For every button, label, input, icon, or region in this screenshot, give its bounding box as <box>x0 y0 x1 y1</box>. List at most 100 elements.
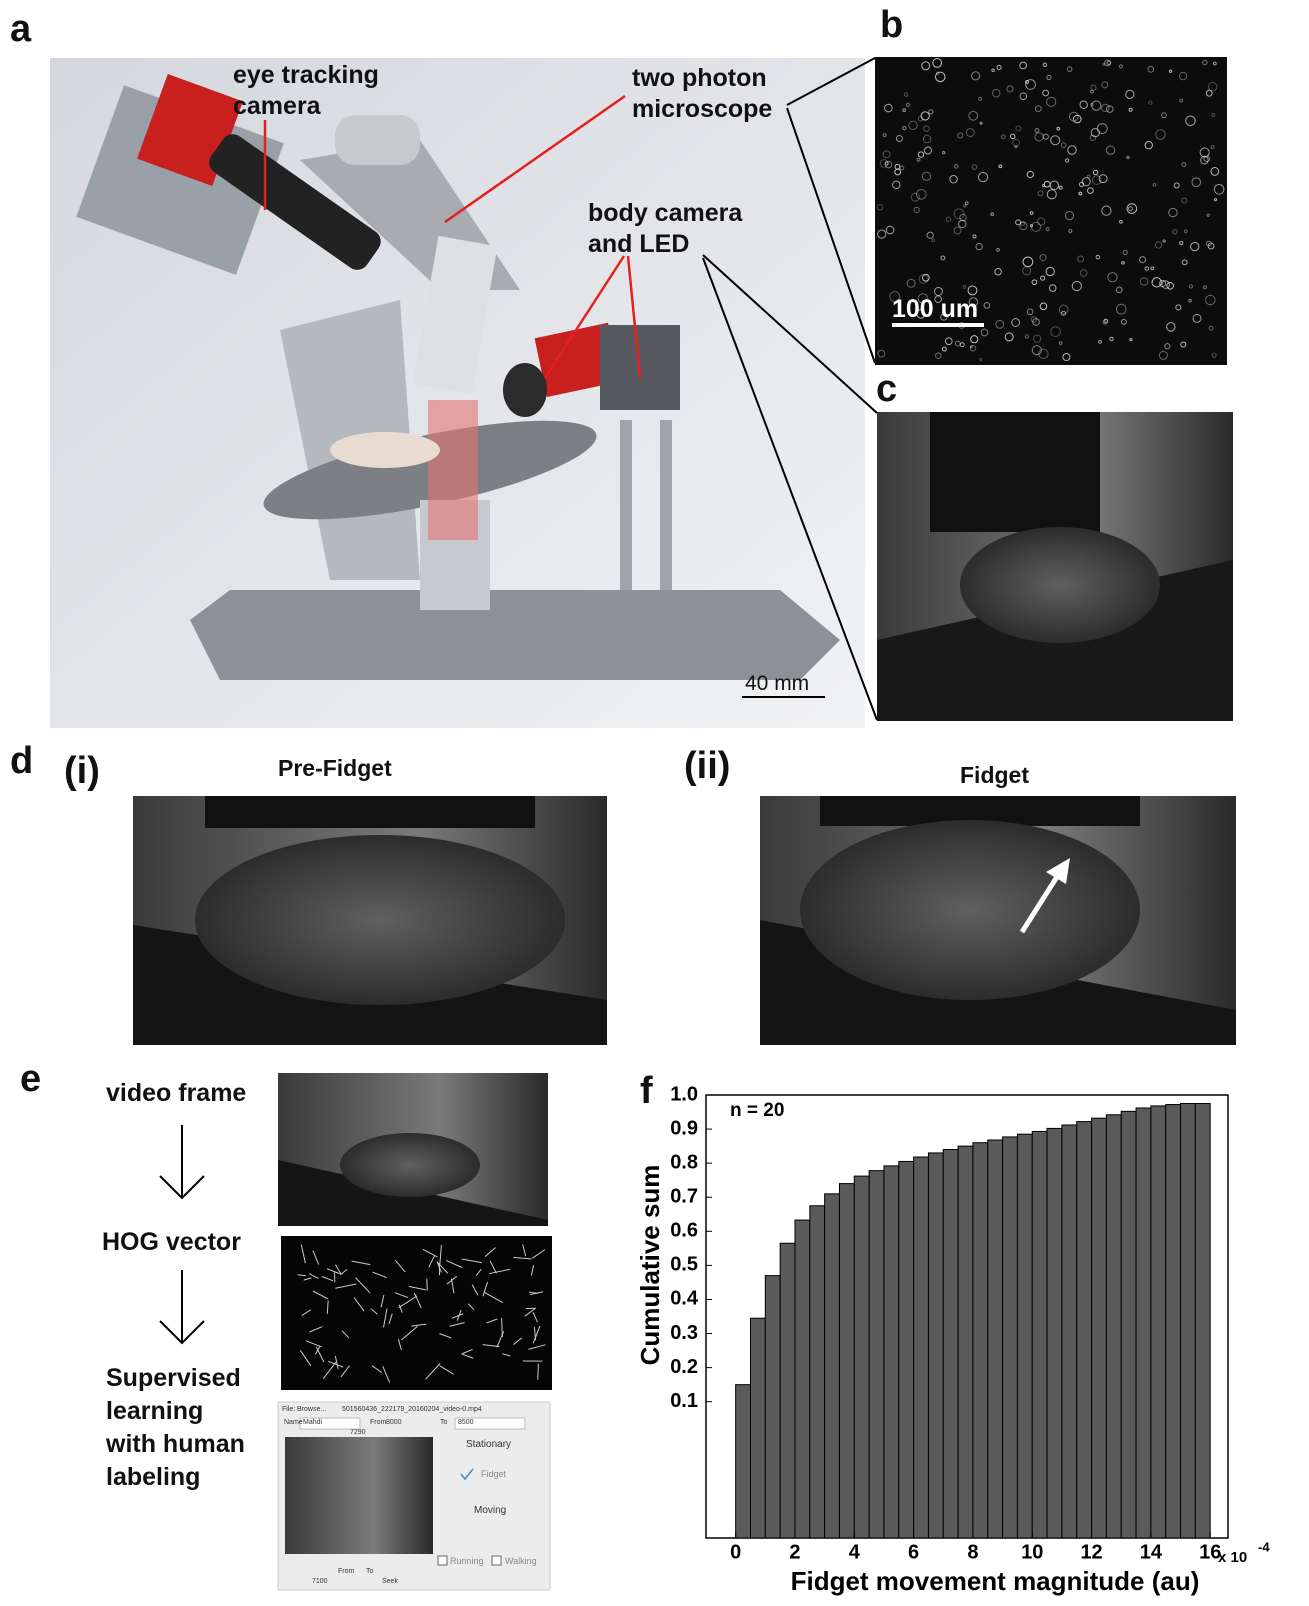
cell <box>1126 155 1130 159</box>
hog-glyph <box>436 1261 442 1273</box>
cell <box>921 273 930 282</box>
cell <box>1064 158 1070 163</box>
cell <box>964 201 969 206</box>
hog-glyph <box>301 1309 312 1316</box>
cell <box>1031 279 1038 286</box>
gui-option[interactable]: Running <box>450 1556 484 1566</box>
hog-glyph <box>315 1346 325 1363</box>
hog-glyph <box>305 1340 322 1348</box>
gui-button[interactable]: Seek <box>382 1578 398 1585</box>
cell <box>1038 348 1049 360</box>
cell <box>1122 249 1128 256</box>
cell <box>1179 241 1184 246</box>
checkbox[interactable] <box>491 1555 502 1566</box>
histogram: 0.1 0.2 0.3 0.4 0.5 0.6 0.7 0.8 0.9 1.0 0 2 4 6 8 10 12 1… <box>635 1083 1270 1596</box>
cell <box>1103 318 1109 324</box>
cell <box>970 335 979 344</box>
cell <box>1058 304 1069 315</box>
gui-button[interactable]: Browse... <box>297 1406 327 1413</box>
hog-glyph <box>408 1285 426 1291</box>
cell <box>1019 221 1028 231</box>
cell <box>1102 320 1108 325</box>
cell <box>996 248 1000 252</box>
cell <box>1162 239 1166 243</box>
cell <box>945 216 952 223</box>
cell <box>1042 133 1049 140</box>
cell <box>1152 182 1157 187</box>
hog-glyph <box>411 1323 427 1327</box>
gui-button[interactable]: From <box>338 1568 355 1575</box>
cell <box>1168 69 1173 73</box>
gui-video <box>285 1437 433 1554</box>
cell <box>913 206 920 214</box>
cell <box>933 286 943 297</box>
cell <box>905 102 911 107</box>
cell <box>882 150 891 159</box>
cell <box>1022 256 1034 268</box>
cell <box>1058 341 1063 345</box>
cell <box>963 204 967 208</box>
gui-option[interactable]: Fidget <box>481 1469 507 1479</box>
hog-glyph <box>537 1363 539 1380</box>
cell <box>923 146 933 155</box>
cell <box>903 92 909 97</box>
bar <box>942 1149 959 1539</box>
cell <box>957 132 964 139</box>
cell <box>975 242 983 251</box>
x-tick-label: 0 <box>730 1541 741 1563</box>
cell <box>1148 100 1153 105</box>
x-tick-label: 2 <box>789 1541 800 1563</box>
cell <box>877 349 886 358</box>
hog-glyph <box>461 1348 473 1355</box>
mouse <box>340 1133 480 1197</box>
cell <box>1188 284 1194 289</box>
cell <box>1034 128 1040 133</box>
cell <box>1091 175 1102 185</box>
cell <box>1179 98 1184 103</box>
cell <box>1175 304 1182 311</box>
hog-glyph <box>397 1339 402 1351</box>
cell <box>1022 266 1032 276</box>
cell <box>1048 284 1057 292</box>
hog-glyph <box>398 1304 403 1313</box>
cell <box>1045 266 1055 277</box>
cell <box>941 346 947 352</box>
cell <box>876 203 884 211</box>
hog-glyph <box>524 1308 536 1317</box>
gui-text: 8500 <box>458 1419 474 1426</box>
cell <box>1034 132 1044 142</box>
cell <box>1046 74 1052 81</box>
hog-glyph <box>439 1244 442 1265</box>
headplate <box>930 412 1100 532</box>
cell <box>1030 316 1038 323</box>
bar <box>779 1242 796 1539</box>
cell <box>1207 81 1218 92</box>
panel-label: b <box>880 4 904 46</box>
hog-glyph <box>370 1308 378 1315</box>
y-tick-label: 0.8 <box>670 1151 698 1173</box>
hog-glyph <box>394 1292 409 1299</box>
connector <box>702 254 878 414</box>
cell <box>953 208 965 220</box>
gui-button[interactable]: To <box>366 1568 374 1575</box>
hog-glyph <box>297 1274 307 1277</box>
cell <box>1210 145 1215 150</box>
hog-glyph <box>326 1300 329 1314</box>
cell <box>1188 298 1192 303</box>
hog-glyph <box>398 1295 418 1309</box>
panel-label: a <box>10 8 32 50</box>
hog-glyph <box>445 1259 463 1268</box>
checkbox[interactable] <box>437 1555 448 1566</box>
bar <box>1046 1127 1063 1539</box>
hog-glyph <box>456 1309 462 1321</box>
gui-option[interactable]: Walking <box>505 1556 537 1566</box>
annotation: n = 20 <box>730 1100 784 1121</box>
hog-glyph <box>315 1345 321 1355</box>
cell <box>1147 65 1155 73</box>
cell <box>1168 207 1178 218</box>
hog-glyph <box>528 1344 546 1350</box>
hog-glyph <box>502 1353 511 1357</box>
hog-glyph <box>334 1355 339 1370</box>
cell <box>972 234 977 239</box>
cell <box>978 96 983 101</box>
